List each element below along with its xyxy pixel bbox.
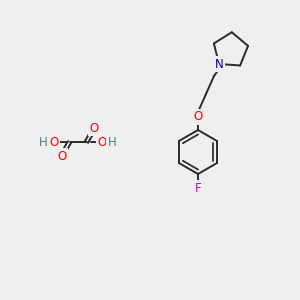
Text: O: O: [57, 149, 66, 163]
Text: H: H: [108, 136, 117, 148]
Text: O: O: [98, 136, 107, 148]
Text: H: H: [39, 136, 48, 148]
Text: O: O: [49, 136, 58, 148]
Text: N: N: [214, 58, 224, 70]
Text: O: O: [194, 110, 202, 124]
Text: F: F: [195, 182, 201, 194]
Text: N: N: [214, 58, 224, 70]
Text: O: O: [90, 122, 99, 134]
